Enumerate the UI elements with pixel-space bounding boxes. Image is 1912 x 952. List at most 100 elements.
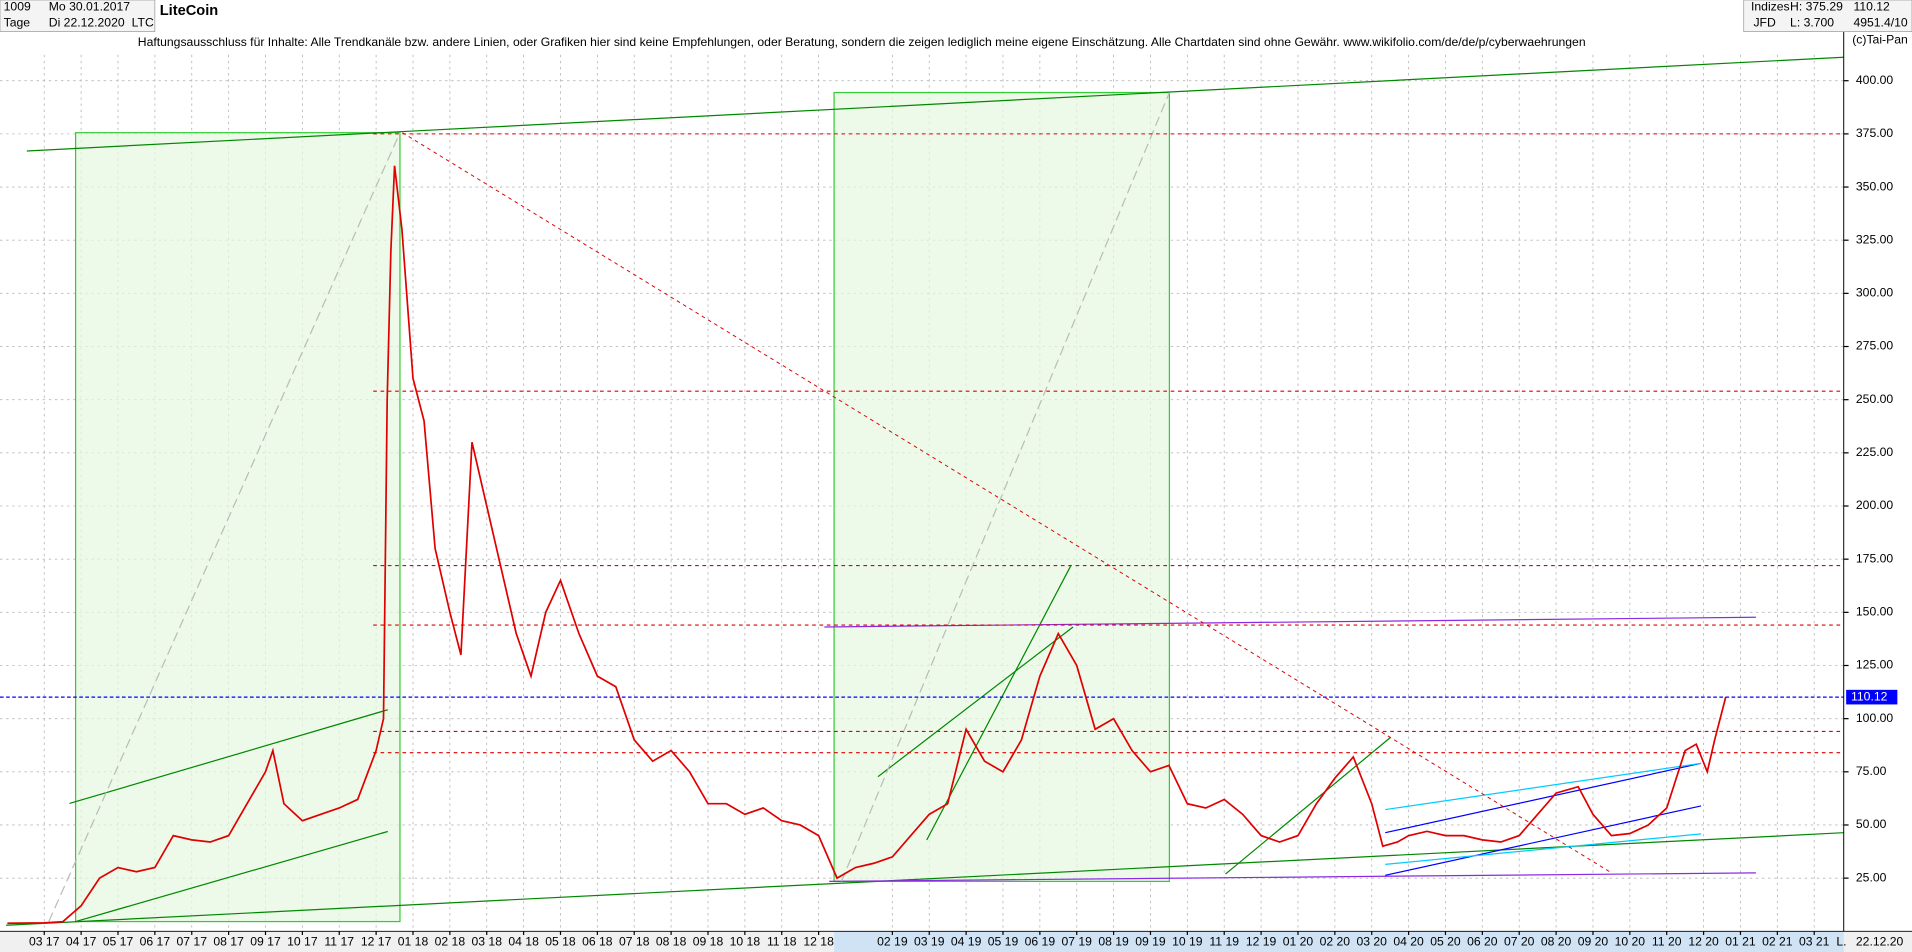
price-line [7,165,1727,925]
x-tick-label: 10 20 [1615,934,1646,948]
copyright: (c)Tai-Pan [1852,32,1908,46]
x-tick-label: 08 19 [1098,934,1129,948]
y-tick-label: 250.00 [1856,392,1893,406]
trend-line [1385,833,1702,865]
x-tick-label: 10 17 [287,934,318,948]
axis-mode: L. [1836,934,1846,948]
y-tick-label: 325.00 [1856,232,1893,246]
x-tick-label: 08 20 [1541,934,1572,948]
last-price-label: 110.12 [1851,689,1888,703]
y-tick-label: 25.00 [1856,870,1887,884]
x-tick-label: 09 20 [1578,934,1609,948]
x-tick-label: 08 18 [656,934,687,948]
x-tick-label: 05 18 [545,934,576,948]
trend-line [824,616,1756,628]
trend-line [877,626,1074,778]
y-tick-label: 275.00 [1856,339,1893,353]
x-tick-label: 01 21 [1725,934,1756,948]
x-tick-label: 01 18 [398,934,429,948]
x-tick-label: 11 18 [767,934,797,948]
header-id: 1009 [4,0,31,14]
x-tick-label: 07 18 [619,934,650,948]
x-tick-label: 02 19 [877,934,908,948]
x-tick-label: 06 20 [1467,934,1498,948]
x-tick-label: 03 18 [471,934,502,948]
header-symbol: LTC [132,15,154,29]
x-axis-highlight [834,931,1844,952]
x-tick-label: 06 18 [582,934,613,948]
x-tick-label: 05 20 [1430,934,1461,948]
trend-line [1385,762,1702,811]
x-tick-label: 04 18 [508,934,539,948]
y-tick-label: 200.00 [1856,498,1893,512]
x-tick-label: 08 17 [213,934,244,948]
x-tick-label: 02 20 [1320,934,1351,948]
fan-line [48,132,401,922]
x-tick-label: 04 17 [66,934,97,948]
trend-line [6,832,1844,926]
trend-line [75,830,388,923]
data [0,133,1844,925]
x-tick-label: 11 17 [324,934,354,948]
range-box [833,91,1171,883]
zoom: 4951.4/10 [1853,15,1907,29]
y-tick-label: 125.00 [1856,658,1893,672]
range-box [74,132,401,923]
x-tick-label: 03 17 [29,934,60,948]
x-tick-label: 04 19 [951,934,982,948]
trend-line [1385,805,1702,876]
info-box [1743,0,1912,33]
x-tick-label: 12 18 [803,934,834,948]
header-date-to: Di 22.12.2020 [49,15,125,29]
y-tick-label: 150.00 [1856,605,1893,619]
fan-line [840,92,1170,882]
x-tick-label: 01 20 [1283,934,1314,948]
x-tick-label: 12 20 [1688,934,1719,948]
x-tick-label: 11 20 [1652,934,1682,948]
trend-line [829,872,1756,882]
x-tick-label: 06 17 [140,934,171,948]
trend-line [1225,737,1391,875]
x-tick-label: 02 18 [435,934,466,948]
x-tick-label: 07 19 [1061,934,1092,948]
trend-line [1385,762,1702,834]
last: 110.12 [1853,0,1890,14]
low: L: 3.700 [1790,15,1834,29]
x-tick-label: 09 18 [693,934,724,948]
last-price-box [1846,689,1898,705]
x-tick-label: 04 20 [1393,934,1424,948]
y-tick-label: 350.00 [1856,179,1893,193]
x-tick-label: 09 19 [1135,934,1166,948]
x-tick-label: 12 19 [1246,934,1277,948]
x-tick-label: 11 19 [1209,934,1239,948]
x-tick-label: 05 17 [103,934,134,948]
broker: JFD [1753,15,1776,29]
x-tick-label: 03 21 [1799,934,1830,948]
y-tick-label: 300.00 [1856,286,1893,300]
channel-lines [824,616,1756,882]
y-tick-label: 225.00 [1856,445,1893,459]
x-tick-label: 03 19 [914,934,945,948]
y-tick-label: 375.00 [1856,126,1893,140]
end-date: 22.12.20 [1856,934,1904,948]
x-tick-label: 10 19 [1172,934,1203,948]
y-tick-label: 100.00 [1856,711,1893,725]
x-tick-label: 06 19 [1025,934,1056,948]
header-box [0,0,156,33]
header-period: Tage [4,15,31,29]
trend-line [26,56,1844,152]
y-tick-label: 400.00 [1856,73,1893,87]
y-tick-label: 175.00 [1856,551,1893,565]
x-tick-label: 09 17 [250,934,281,948]
trend-line [402,132,1610,873]
x-tick-label: 07 17 [176,934,207,948]
y-tick-label: 50.00 [1856,817,1887,831]
axes: 25.00 50.00 75.00 100.00 125.00 150.00 175.00 2… [29,73,1898,948]
x-tick-label: 03 20 [1356,934,1387,948]
disclaimer: Haftungsausschluss für Inhalte: Alle Tre… [138,35,1586,49]
x-tick-label: 07 20 [1504,934,1535,948]
chart-title: LiteCoin [160,3,219,19]
high: H: 375.29 [1790,0,1843,14]
market: Indizes [1751,0,1790,14]
